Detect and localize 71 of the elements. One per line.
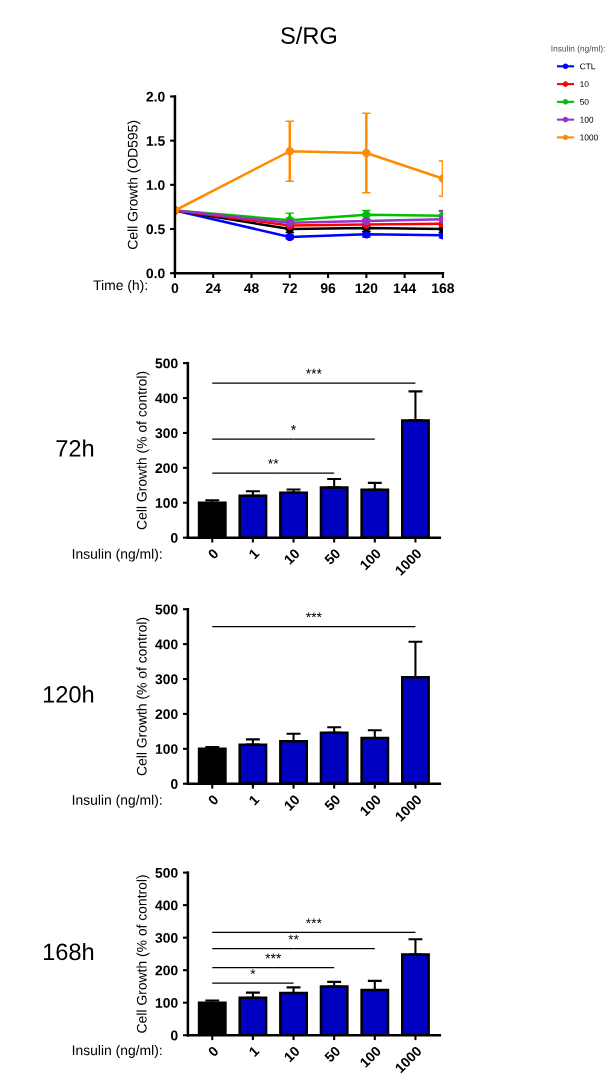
annotation: ** — [288, 934, 299, 940]
x-tick-label: 100 — [359, 548, 382, 571]
y-tick-label: 300 — [155, 932, 178, 943]
annotation: ** — [268, 458, 279, 464]
x-tick-label: 120 — [355, 283, 378, 294]
legend-label: CTL — [580, 63, 596, 70]
x-tick-label: 48 — [243, 283, 259, 294]
annotation: *** — [305, 368, 322, 374]
x-tick-label: 50 — [323, 1045, 341, 1063]
y-tick-label: 500 — [155, 867, 178, 878]
y-axis-title: Cell Growth (% of control) — [136, 371, 150, 530]
x-axis-title: Insulin (ng/ml): — [72, 794, 162, 808]
legend-label: 50 — [580, 98, 589, 105]
y-tick-label: 1.0 — [146, 180, 165, 190]
y-tick-label: 100 — [155, 744, 178, 754]
y-axis-title: Cell Growth (% of control) — [136, 875, 150, 1033]
annotation: *** — [305, 918, 322, 924]
legend-label: 10 — [580, 81, 589, 88]
y-tick-label: 0 — [170, 533, 178, 543]
x-axis-title: Time (h): — [93, 279, 147, 293]
x-tick-label: 24 — [205, 283, 221, 293]
y-tick-label: 100 — [155, 498, 178, 508]
x-tick-label: 1 — [248, 548, 260, 560]
y-tick-label: 0.5 — [146, 224, 165, 235]
y-tick-label: 100 — [155, 998, 178, 1008]
y-tick-label: 0.0 — [146, 268, 165, 279]
x-tick-label: 50 — [323, 794, 341, 812]
y-axis-title: Cell Growth (% of control) — [136, 617, 150, 776]
x-tick-label: 100 — [359, 1045, 382, 1068]
y-tick-label: 300 — [155, 428, 178, 439]
y-tick-label: 200 — [155, 965, 178, 976]
x-axis-title: Insulin (ng/ml): — [72, 1045, 162, 1058]
x-tick-label: 50 — [323, 548, 341, 566]
text: 72h — [56, 439, 94, 457]
legend-label: 1000 — [580, 134, 598, 141]
y-tick-label: 1.5 — [146, 136, 165, 146]
y-tick-label: 200 — [155, 463, 178, 474]
x-tick-label: 0 — [207, 794, 220, 806]
y-tick-label: 200 — [155, 709, 178, 720]
y-tick-label: 400 — [155, 393, 178, 404]
x-tick-label: 1 — [248, 794, 260, 806]
legend-label: 100 — [580, 116, 594, 123]
x-tick-label: 1 — [248, 1045, 260, 1057]
y-tick-label: 0 — [170, 1030, 178, 1041]
y-tick-label: 400 — [155, 900, 178, 911]
x-tick-label: 10 — [283, 1045, 301, 1063]
x-tick-label: 10 — [283, 794, 301, 811]
legend-title: Insulin (ng/ml): — [551, 45, 605, 54]
annotation: * — [250, 969, 256, 974]
chart-title: S/RG — [281, 26, 337, 44]
x-tick-label: 72 — [282, 283, 297, 293]
y-tick-label: 500 — [155, 604, 178, 615]
y-tick-label: 2.0 — [146, 91, 165, 102]
x-tick-label: 10 — [283, 548, 301, 565]
x-axis-title: Insulin (ng/ml): — [72, 548, 162, 562]
annotation: *** — [305, 612, 322, 618]
y-tick-label: 300 — [155, 674, 178, 685]
x-tick-label: 168 — [432, 283, 455, 294]
x-tick-label: 0 — [207, 1045, 220, 1058]
annotation: *** — [265, 953, 282, 959]
x-tick-label: 100 — [359, 794, 382, 817]
y-tick-label: 0 — [170, 779, 178, 789]
x-tick-label: 96 — [320, 283, 336, 294]
x-tick-label: 144 — [393, 283, 417, 293]
y-tick-label: 500 — [155, 358, 178, 369]
y-axis-title: Cell Growth (OD595) — [127, 120, 141, 249]
x-tick-label: 0 — [207, 548, 220, 560]
y-tick-label: 400 — [155, 639, 178, 650]
text: 120h — [43, 685, 94, 703]
annotation: * — [291, 425, 297, 430]
text: 168h — [43, 942, 94, 961]
